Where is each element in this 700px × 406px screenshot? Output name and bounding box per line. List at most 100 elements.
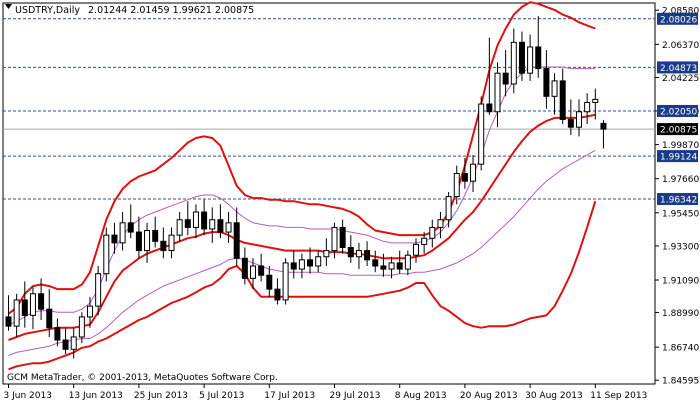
candle[interactable] [494, 62, 501, 128]
candle[interactable] [355, 242, 362, 270]
candle-body-up [388, 262, 395, 270]
level-price-tag [657, 193, 698, 206]
candle[interactable] [380, 253, 387, 277]
candle[interactable] [470, 154, 477, 192]
candle[interactable] [453, 165, 460, 205]
candle[interactable] [184, 201, 191, 236]
candles[interactable] [5, 16, 607, 359]
candle-body-down [258, 265, 265, 276]
collapse-triangle-icon[interactable] [5, 4, 12, 9]
candle-body-up [78, 316, 85, 338]
candle-body-up [95, 273, 102, 307]
candle-body-up [331, 226, 338, 252]
candle[interactable] [87, 296, 93, 328]
candle[interactable] [282, 258, 289, 305]
candle[interactable] [241, 247, 248, 285]
candle[interactable] [388, 256, 395, 279]
candle[interactable] [478, 96, 485, 171]
candle-body-down [339, 226, 346, 248]
time-tick-label: 29 Jul 2013 [330, 391, 381, 401]
candle[interactable] [510, 28, 517, 94]
candle[interactable] [527, 34, 534, 81]
candle[interactable] [217, 204, 224, 239]
candle[interactable] [225, 212, 232, 243]
candle[interactable] [339, 219, 346, 254]
candle[interactable] [315, 250, 322, 273]
candle[interactable] [176, 212, 183, 242]
candle[interactable] [258, 253, 265, 282]
candle[interactable] [421, 232, 428, 254]
candle[interactable] [274, 278, 281, 305]
candle[interactable] [551, 73, 558, 115]
candle[interactable] [78, 312, 85, 344]
candle[interactable] [152, 216, 159, 248]
candle[interactable] [372, 250, 379, 273]
candle-body-up [13, 299, 20, 327]
candle[interactable] [144, 222, 151, 263]
candle[interactable] [404, 250, 411, 276]
candle[interactable] [111, 222, 118, 254]
candle[interactable] [160, 227, 167, 259]
candle-body-down [372, 259, 379, 267]
candle[interactable] [192, 204, 199, 239]
candle-body-down [364, 250, 371, 261]
candle[interactable] [70, 327, 77, 359]
candle[interactable] [233, 207, 240, 266]
candle-body-down [54, 327, 61, 341]
candle[interactable] [413, 238, 419, 263]
price-tick-label: 1.86740 [662, 344, 699, 354]
candle[interactable] [103, 227, 110, 282]
candle[interactable] [29, 287, 36, 330]
candle[interactable] [119, 212, 126, 251]
candle[interactable] [168, 227, 175, 259]
candle[interactable] [201, 199, 208, 236]
candle[interactable] [518, 31, 525, 81]
plot-frame [2, 2, 656, 385]
candle[interactable] [559, 68, 566, 125]
candle[interactable] [298, 253, 305, 279]
candle[interactable] [290, 250, 297, 279]
candle[interactable] [21, 281, 28, 328]
candle-body-down [233, 222, 240, 259]
candle[interactable] [135, 216, 142, 259]
candle[interactable] [209, 207, 216, 243]
candle[interactable] [266, 265, 273, 297]
ohlc-values: 2.01244 2.01459 1.99621 2.00875 [88, 5, 254, 16]
candle[interactable] [46, 289, 53, 337]
candle[interactable] [364, 241, 371, 266]
current-price-label: 2.00875 [660, 126, 697, 136]
candle[interactable] [584, 93, 591, 125]
candle[interactable] [461, 158, 468, 189]
candle[interactable] [396, 250, 403, 274]
candle[interactable] [347, 235, 354, 263]
time-tick-label: 13 Jun 2013 [69, 391, 123, 401]
candle[interactable] [323, 238, 330, 266]
candle[interactable] [307, 247, 314, 274]
candle[interactable] [543, 50, 550, 109]
candle[interactable] [592, 88, 599, 120]
candle[interactable] [127, 204, 134, 239]
level-price-label: 1.96342 [660, 196, 697, 206]
candle[interactable] [486, 37, 493, 115]
candle[interactable] [95, 265, 102, 316]
candle-body-down [380, 265, 387, 270]
candle[interactable] [576, 99, 582, 137]
candle-body-up [119, 222, 126, 244]
candle[interactable] [54, 318, 61, 347]
candle[interactable] [535, 16, 542, 78]
candle[interactable] [445, 191, 452, 228]
candle[interactable] [250, 258, 256, 290]
candle[interactable] [567, 99, 574, 135]
candle[interactable] [429, 219, 436, 248]
price-tick-label: 1.84595 [662, 377, 699, 387]
candle[interactable] [600, 120, 607, 149]
candle[interactable] [5, 295, 12, 331]
candle[interactable] [13, 293, 20, 337]
candle[interactable] [331, 222, 338, 259]
candle[interactable] [502, 50, 509, 97]
candle[interactable] [38, 278, 45, 320]
candle[interactable] [437, 212, 444, 239]
candle[interactable] [62, 327, 69, 354]
